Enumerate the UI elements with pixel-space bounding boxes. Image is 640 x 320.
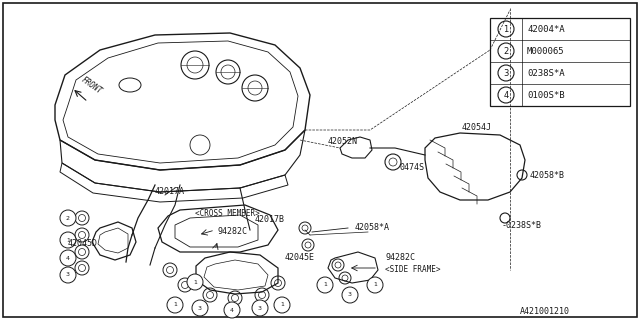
Circle shape xyxy=(224,302,240,318)
Text: 1: 1 xyxy=(280,302,284,308)
Text: 1: 1 xyxy=(373,283,377,287)
Text: 94282C: 94282C xyxy=(385,253,415,262)
Circle shape xyxy=(60,250,76,266)
Text: 42054J: 42054J xyxy=(462,124,492,132)
Text: 4: 4 xyxy=(66,255,70,260)
Circle shape xyxy=(274,297,290,313)
Text: 4: 4 xyxy=(504,91,509,100)
Text: 42017A: 42017A xyxy=(155,187,185,196)
Text: 2: 2 xyxy=(504,46,509,55)
Circle shape xyxy=(317,277,333,293)
Text: 42058*B: 42058*B xyxy=(530,171,565,180)
Circle shape xyxy=(367,277,383,293)
Text: 42052N: 42052N xyxy=(328,138,358,147)
Text: A421001210: A421001210 xyxy=(520,308,570,316)
Circle shape xyxy=(60,232,76,248)
Text: 42058*A: 42058*A xyxy=(355,223,390,233)
Circle shape xyxy=(60,267,76,283)
Circle shape xyxy=(167,297,183,313)
Text: 2: 2 xyxy=(66,215,70,220)
Text: <CROSS MEMBER>: <CROSS MEMBER> xyxy=(195,209,260,218)
Circle shape xyxy=(192,300,208,316)
Text: 4: 4 xyxy=(230,308,234,313)
Bar xyxy=(490,18,630,106)
Text: FRONT: FRONT xyxy=(80,76,104,96)
Text: 0474S: 0474S xyxy=(400,164,425,172)
Text: 42017B: 42017B xyxy=(255,215,285,225)
Text: 3: 3 xyxy=(198,306,202,310)
Text: 42045E: 42045E xyxy=(285,253,315,262)
Text: 1: 1 xyxy=(323,283,327,287)
Text: <SIDE FRAME>: <SIDE FRAME> xyxy=(385,266,440,275)
Text: 1: 1 xyxy=(66,237,70,243)
Text: 3: 3 xyxy=(503,68,509,77)
Circle shape xyxy=(342,287,358,303)
Text: 1: 1 xyxy=(504,25,509,34)
Text: 94282C: 94282C xyxy=(218,228,248,236)
Circle shape xyxy=(187,274,203,290)
Text: M000065: M000065 xyxy=(527,46,564,55)
Text: 0238S*A: 0238S*A xyxy=(527,68,564,77)
Circle shape xyxy=(252,300,268,316)
Text: 42004*A: 42004*A xyxy=(527,25,564,34)
Text: 0100S*B: 0100S*B xyxy=(527,91,564,100)
Text: -0238S*B: -0238S*B xyxy=(502,220,542,229)
Text: 3: 3 xyxy=(348,292,352,298)
Text: 42045D: 42045D xyxy=(68,238,98,247)
Text: 3: 3 xyxy=(66,273,70,277)
Circle shape xyxy=(60,210,76,226)
Text: 1: 1 xyxy=(193,279,197,284)
Text: 1: 1 xyxy=(173,302,177,308)
Text: 3: 3 xyxy=(258,306,262,310)
